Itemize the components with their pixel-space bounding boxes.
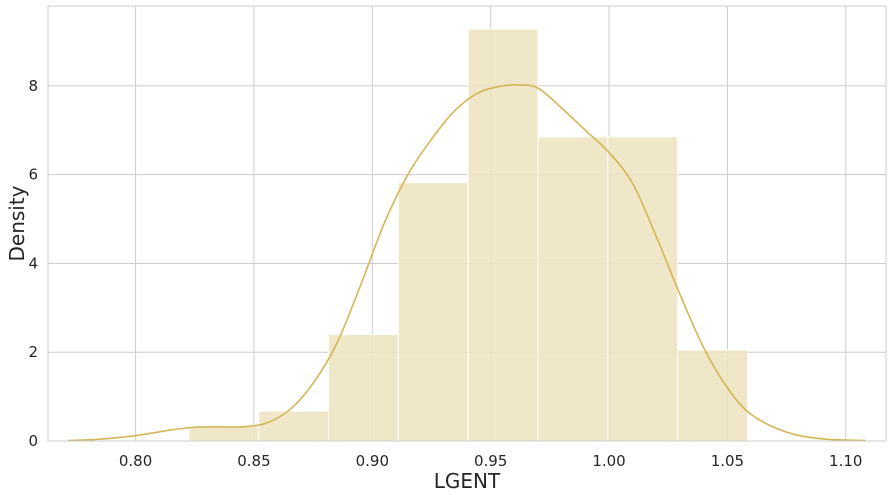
y-tick-label: 6 — [28, 166, 38, 184]
histogram-bar — [258, 410, 330, 442]
x-tick-label: 1.10 — [829, 452, 862, 470]
histogram-bar — [607, 136, 679, 442]
histogram-bar — [397, 182, 469, 442]
y-tick-label: 4 — [28, 254, 38, 272]
x-tick-label: 0.95 — [474, 452, 507, 470]
y-tick-label: 0 — [28, 432, 38, 450]
y-tick-labels: 0 2 4 6 8 — [28, 77, 38, 450]
x-tick-label: 1.05 — [711, 452, 744, 470]
x-tick-label: 0.90 — [356, 452, 389, 470]
x-tick-label: 1.00 — [592, 452, 625, 470]
y-axis-label: Density — [5, 185, 29, 261]
histogram-bars — [188, 28, 749, 442]
x-axis-label: LGENT — [434, 469, 501, 493]
histogram-bar — [188, 425, 260, 442]
kde-curve — [68, 83, 866, 442]
histogram-bar — [328, 333, 399, 442]
histogram-bar — [537, 136, 609, 442]
x-tick-label: 0.85 — [237, 452, 270, 470]
x-tick-labels: 0.80 0.85 0.90 0.95 1.00 1.05 1.10 — [119, 452, 863, 470]
y-tick-label: 2 — [28, 343, 38, 361]
plot-frame — [47, 5, 887, 442]
x-tick-label: 0.80 — [119, 452, 152, 470]
y-tick-label: 8 — [28, 77, 38, 95]
histogram-bar — [467, 28, 539, 442]
